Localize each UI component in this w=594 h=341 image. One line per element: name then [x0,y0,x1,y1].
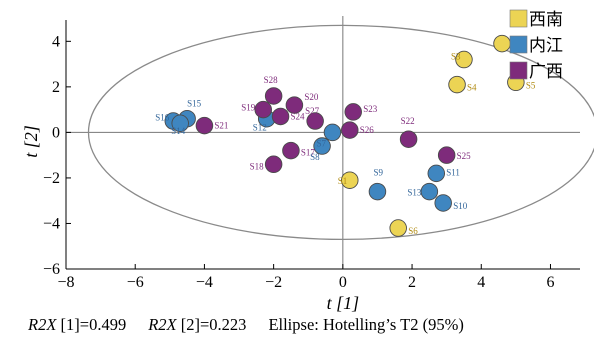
y-axis-label: t [2] [21,125,41,158]
data-point-s11 [427,164,446,183]
data-point-s10 [434,194,452,212]
x-tick-label: −6 [127,274,144,291]
hotelling-ellipse [87,24,594,241]
x-tick-label: −2 [265,274,282,291]
data-point-s23 [344,103,362,121]
x-tick-label: 4 [477,274,485,291]
point-label-s3: S3 [451,52,461,62]
point-label-s28: S28 [264,75,279,85]
point-label-s6: S6 [408,226,418,236]
y-tick-label: 0 [52,124,60,141]
point-label-s10: S10 [453,201,468,211]
point-label-s12: S12 [253,123,267,133]
point-label-s25: S25 [457,151,472,161]
point-label-s23: S23 [363,104,378,114]
data-point-s26 [341,121,359,139]
point-label-s8: S8 [310,152,320,162]
point-label-s14: S14 [171,126,186,136]
point-label-s18: S18 [250,161,265,171]
data-point-s22 [399,130,418,148]
point-label-s4: S4 [467,83,477,93]
x-tick-label: 2 [408,274,416,291]
legend-label-3: 广西 [529,62,563,81]
data-point-s2 [493,34,511,53]
point-label-s5: S5 [526,80,536,90]
legend-swatch-1 [509,9,528,28]
point-label-s7: S7 [316,138,326,148]
data-point-s19 [254,100,272,119]
plot-caption: R2X [1]=0.499 R2X [2]=0.223 Ellipse: Hotel… [28,315,464,335]
point-label-s17: S17 [301,148,316,158]
data-point-s17 [282,141,300,160]
data-point-s21 [195,116,214,135]
data-point-s24 [271,107,290,126]
data-point-s3 [455,50,473,69]
point-label-s27: S27 [305,106,320,116]
data-points-layer [164,34,525,237]
x-axis-label: t [1] [327,293,360,313]
data-point-s18 [264,155,283,174]
data-point-s7 [323,123,342,142]
point-label-s15: S15 [187,99,202,109]
legend-swatch-3 [509,61,528,80]
point-label-s16: S16 [155,112,170,122]
data-point-s13 [420,182,439,201]
data-point-s25 [437,146,456,164]
x-tick-label: −4 [196,274,213,291]
r2x2-value: [2]=0.223 [176,315,247,334]
point-label-s9: S9 [373,168,383,178]
x-tick-label: −8 [57,274,74,291]
y-tick-label: 2 [52,79,60,96]
point-label-s21: S21 [214,121,228,131]
point-label-s26: S26 [360,125,375,135]
hotelling-ellipse-layer [87,24,594,241]
data-point-s16 [171,114,189,133]
data-point-s4 [448,75,466,94]
point-label-s13: S13 [407,188,422,198]
r2x1-name: R2X [28,315,57,334]
x-tick-label: 0 [339,274,347,291]
data-point-s20 [285,96,304,114]
data-point-s8 [313,137,331,155]
point-label-s20: S20 [304,92,319,102]
point-label-s22: S22 [401,116,415,126]
data-point-s28 [264,87,283,105]
point-label-s24: S24 [291,111,306,121]
data-point-s6 [389,219,407,237]
legend-swatch-2 [509,35,528,54]
ellipse-caption: Ellipse: Hotelling’s T2 (95%) [268,315,464,334]
legend-label-1: 西南 [529,10,563,29]
point-label-s1: S1 [338,176,348,186]
point-label-s11: S11 [446,167,460,177]
y-tick-label: 4 [52,33,60,50]
r2x2-name: R2X [148,315,177,334]
r2x1-value: [1]=0.499 [56,315,127,334]
y-tick-label: −6 [43,261,60,278]
legend-label-2: 内江 [529,36,563,55]
point-label-s19: S19 [241,103,256,113]
x-tick-label: 6 [546,274,554,291]
y-tick-label: −2 [43,170,60,187]
y-tick-label: −4 [43,215,60,232]
data-point-s9 [368,182,387,201]
data-point-s27 [306,112,324,130]
data-point-s1 [341,171,359,189]
